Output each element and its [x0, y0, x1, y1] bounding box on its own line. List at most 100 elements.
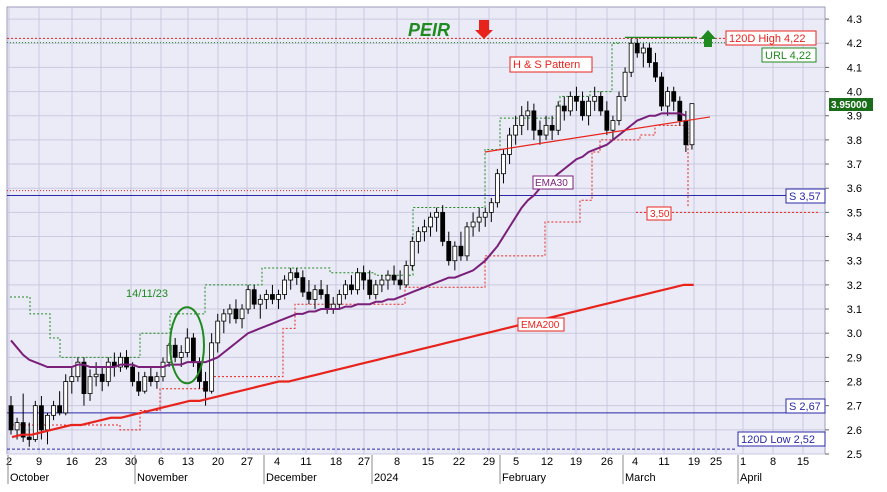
candle-body	[434, 211, 440, 218]
candle-body	[263, 294, 269, 300]
candle-body	[282, 279, 288, 295]
x-month-label: November	[137, 472, 188, 484]
candle-body	[136, 381, 142, 392]
candle-body	[452, 245, 458, 262]
x-tick-label: 16	[66, 456, 78, 468]
x-month-label: April	[740, 472, 762, 484]
candle-body	[446, 240, 452, 262]
x-month-label: December	[266, 472, 317, 484]
candle-body	[422, 226, 427, 233]
candle-body	[336, 294, 342, 305]
x-tick-label: 12	[541, 456, 553, 468]
high120-box	[725, 30, 817, 46]
candle-body	[251, 289, 257, 305]
candle-body	[227, 308, 233, 315]
candle-body	[440, 211, 446, 242]
x-tick-label: 11	[300, 456, 311, 468]
y-tick-label: 3.0	[847, 328, 862, 340]
candle-body	[567, 96, 573, 112]
x-month-label: February	[502, 472, 547, 484]
candle-body	[543, 124, 549, 136]
y-tick-label: 2.6	[847, 425, 862, 437]
candle-body	[221, 313, 227, 322]
candle-body	[276, 294, 281, 300]
url-box	[761, 47, 817, 63]
candle-body	[178, 352, 184, 358]
candle-body	[513, 124, 519, 136]
y-tick-label: 3.6	[847, 183, 862, 195]
candle-body	[184, 337, 190, 353]
low120-label: 120D Low 2,52	[741, 434, 815, 446]
x-tick-label: 2	[6, 456, 12, 468]
candle-body	[379, 279, 385, 286]
candle-body	[689, 103, 695, 146]
support1-box	[785, 188, 826, 204]
candle-body	[148, 376, 154, 382]
x-tick-label: 27	[241, 456, 253, 468]
support1-label: S 3,57	[789, 191, 821, 203]
ema30-line	[10, 112, 687, 369]
candle-body	[574, 96, 579, 102]
candle-body	[154, 376, 160, 382]
candle-body	[494, 173, 500, 204]
y-tick-label: 3.3	[847, 256, 862, 268]
stop-box	[646, 206, 672, 221]
candle-body	[397, 279, 403, 286]
date-note-label: 14/11/23	[126, 288, 168, 300]
candle-body	[270, 294, 275, 300]
x-month-label: 2024	[374, 472, 398, 484]
candle-body	[507, 134, 512, 155]
y-tick-label: 3.7	[847, 159, 862, 171]
candle-body	[20, 422, 26, 438]
candle-body	[683, 120, 689, 146]
candle-body	[172, 344, 178, 358]
x-month-label: October	[10, 472, 49, 484]
candle-body	[385, 274, 391, 281]
high120-label: 120D High 4,22	[729, 33, 805, 45]
candle-body	[665, 91, 671, 107]
y-tick-label: 4.3	[847, 14, 862, 26]
candle-body	[209, 342, 215, 392]
plot-area	[6, 6, 826, 455]
candle-body	[118, 356, 123, 368]
candle-body	[659, 76, 664, 107]
candle-body	[586, 100, 591, 117]
x-tick-label: 4	[274, 456, 280, 468]
candle-body	[75, 361, 81, 378]
x-tick-label: 20	[212, 456, 224, 468]
candle-body	[653, 62, 658, 78]
candle-body	[403, 265, 409, 286]
candle-body	[300, 277, 306, 293]
red-trailing-stop	[12, 124, 689, 431]
chart-title: PEIR	[408, 20, 450, 40]
candle-body	[537, 129, 543, 136]
last-price-badge	[829, 98, 873, 111]
candle-body	[69, 376, 75, 382]
y-tick-label: 4.0	[847, 87, 862, 99]
candle-body	[239, 308, 245, 320]
candle-body	[288, 272, 294, 281]
candle-body	[476, 216, 482, 223]
y-tick-label: 4.1	[847, 62, 862, 74]
candle-body	[51, 405, 56, 416]
x-tick-label: 30	[125, 456, 137, 468]
candle-body	[32, 405, 38, 440]
candle-body	[604, 110, 610, 131]
candle-body	[610, 120, 616, 131]
hs-pattern-box	[509, 56, 593, 73]
candle-body	[367, 279, 373, 295]
candle-body	[482, 211, 488, 218]
candle-body	[361, 272, 367, 281]
x-tick-label: 19	[570, 456, 582, 468]
x-tick-label: 5	[513, 456, 519, 468]
x-tick-label: 15	[422, 456, 434, 468]
candle-body	[470, 221, 476, 228]
candle-body	[318, 289, 324, 295]
axes: 2 9 16 23 30 6 13 20 27 4 11 18 27 8 15 22 29 5 12 19 26 4 11 1…	[6, 14, 862, 484]
candle-body	[130, 366, 136, 382]
y-tick-label: 2.5	[847, 449, 862, 461]
candle-body	[160, 361, 166, 378]
candle-body	[628, 42, 634, 73]
candle-body	[355, 272, 360, 291]
candle-body	[39, 405, 44, 431]
